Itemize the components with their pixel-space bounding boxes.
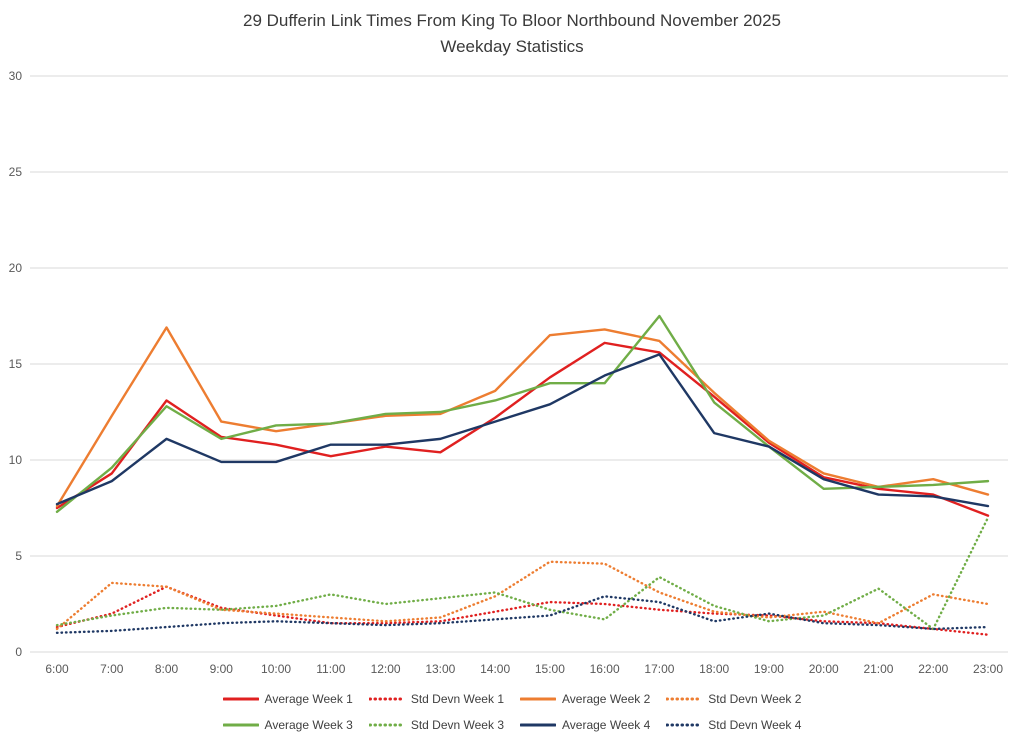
x-axis-tick-label: 22:00 — [918, 662, 948, 676]
x-axis-tick-label: 15:00 — [535, 662, 565, 676]
y-axis-tick-label: 0 — [15, 645, 22, 659]
x-axis-tick-label: 18:00 — [699, 662, 729, 676]
y-axis-tick-label: 30 — [9, 69, 23, 83]
x-axis-tick-label: 19:00 — [754, 662, 784, 676]
legend-line-swatch — [666, 723, 703, 727]
series-line-std-devn-week-2 — [55, 560, 990, 631]
x-axis-tick-label: 8:00 — [155, 662, 179, 676]
legend-label: Std Devn Week 2 — [708, 692, 802, 706]
chart-subtitle: Weekday Statistics — [440, 37, 584, 56]
y-axis-tick-label: 5 — [15, 549, 22, 563]
x-axis-tick-label: 16:00 — [590, 662, 620, 676]
legend-item: Std Devn Week 3 — [368, 718, 504, 732]
legend-line-swatch — [520, 697, 556, 701]
series-line-average-week-1 — [55, 341, 990, 517]
x-axis-tick-label: 11:00 — [316, 662, 345, 676]
legend-line-swatch — [368, 723, 405, 727]
legend-label: Average Week 2 — [562, 692, 651, 706]
x-axis-tick-label: 9:00 — [210, 662, 234, 676]
legend-label: Average Week 1 — [264, 692, 353, 706]
legend-label: Std Devn Week 1 — [410, 692, 504, 706]
legend-label: Std Devn Week 4 — [708, 718, 802, 732]
legend-label: Std Devn Week 3 — [410, 718, 504, 732]
legend-item: Average Week 2 — [520, 692, 650, 706]
x-axis-tick-label: 12:00 — [371, 662, 401, 676]
x-axis-tick-label: 17:00 — [644, 662, 674, 676]
series-line-std-devn-week-1 — [55, 585, 990, 636]
legend-row: Average Week 3 Std Devn Week 3 Average Wee… — [0, 712, 1024, 738]
chart-title: 29 Dufferin Link Times From King To Bloo… — [243, 11, 781, 30]
legend-line-swatch — [368, 697, 405, 701]
series-line-std-devn-week-4 — [55, 595, 990, 634]
legend-line-swatch — [520, 723, 556, 727]
legend-line-swatch — [222, 697, 259, 701]
legend-item: Std Devn Week 2 — [666, 692, 801, 706]
y-axis-tick-label: 20 — [9, 261, 23, 275]
y-axis-tick-label: 15 — [9, 357, 23, 371]
x-axis-tick-label: 21:00 — [863, 662, 893, 676]
legend-item: Std Devn Week 4 — [666, 718, 801, 732]
legend-label: Average Week 3 — [264, 718, 353, 732]
legend-item: Average Week 4 — [520, 718, 650, 732]
chart-legend: Average Week 1 Std Devn Week 1 Average Wee… — [0, 686, 1024, 738]
series-line-average-week-3 — [55, 314, 990, 514]
legend-item: Std Devn Week 1 — [368, 692, 504, 706]
y-axis-tick-label: 10 — [9, 453, 23, 467]
x-axis-tick-label: 10:00 — [261, 662, 291, 676]
x-axis-tick-label: 7:00 — [100, 662, 124, 676]
y-axis-tick-label: 25 — [9, 165, 23, 179]
legend-line-swatch — [666, 697, 703, 701]
legend-item: Average Week 3 — [222, 718, 353, 732]
legend-row: Average Week 1 Std Devn Week 1 Average Wee… — [0, 686, 1024, 712]
chart-plot-area: 0 5 10 15 20 25 30 6:00 7:00 8:00 9:00 10:00 11:00 12… — [9, 69, 1008, 676]
x-axis-tick-label: 20:00 — [809, 662, 839, 676]
legend-line-swatch — [222, 723, 259, 727]
x-axis-tick-label: 14:00 — [480, 662, 510, 676]
series-line-average-week-2 — [55, 326, 990, 508]
legend-label: Average Week 4 — [562, 718, 651, 732]
x-axis-tick-label: 23:00 — [973, 662, 1003, 676]
series-line-std-devn-week-3 — [55, 516, 990, 631]
x-axis-tick-label: 13:00 — [425, 662, 455, 676]
chart-title-block: 29 Dufferin Link Times From King To Bloo… — [0, 0, 1024, 60]
x-axis-tick-label: 6:00 — [45, 662, 69, 676]
legend-item: Average Week 1 — [222, 692, 353, 706]
series-line-average-week-4 — [55, 353, 990, 508]
